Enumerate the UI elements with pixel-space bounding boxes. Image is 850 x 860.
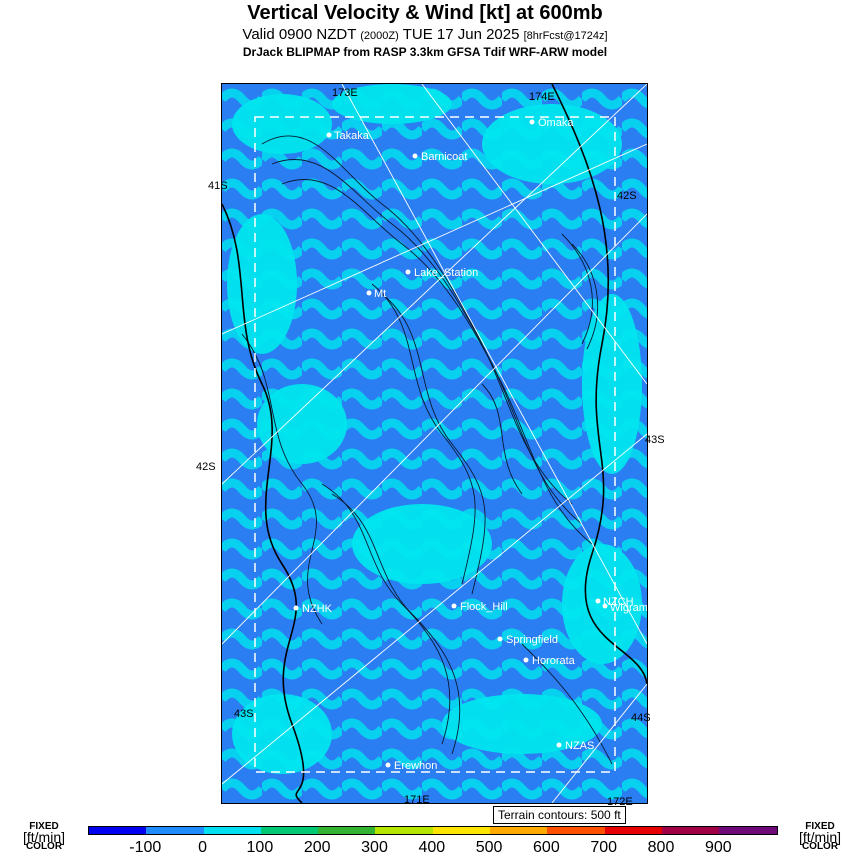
lon-label-174e: 174E <box>529 91 555 103</box>
terrain-contour-note: Terrain contours: 500 ft <box>493 806 626 824</box>
place-erewhon: Erewhon <box>394 760 437 772</box>
colorbar-swatch-2 <box>203 827 261 834</box>
valid-date: TUE 17 Jun 2025 <box>402 26 520 43</box>
colorbar-color-right: COLOR <box>801 841 839 852</box>
colorbar-unit-left: FIXED [ft/min] COLOR <box>12 822 76 852</box>
colorbar-tick-label: 100 <box>246 839 274 856</box>
lat-lon-grid <box>222 84 647 803</box>
map-canvas: Takaka Omaka Barnicoat Lake_Station Mt N… <box>222 84 647 803</box>
colorbar-tick-label: 200 <box>303 839 331 856</box>
place-mt: Mt <box>374 288 386 300</box>
colorbar-swatch-4 <box>318 827 376 834</box>
utc-time: (2000Z) <box>360 30 399 42</box>
place-takaka: Takaka <box>334 130 370 142</box>
colorbar-tick-label: -100 <box>129 839 162 856</box>
map-panel: Takaka Omaka Barnicoat Lake_Station Mt N… <box>221 83 648 804</box>
colorbar-tick-label: 400 <box>418 839 446 856</box>
colorbar-swatch-10 <box>661 827 720 834</box>
forecast-info: [8hrFcst@1724z] <box>523 30 608 42</box>
place-barnicoat: Barnicoat <box>421 151 467 163</box>
colorbar <box>88 826 778 835</box>
place-markers <box>293 119 608 768</box>
lat-label-43s-left: 43S <box>234 708 254 720</box>
colorbar-tick-label: 600 <box>533 839 560 856</box>
place-hororata: Hororata <box>532 655 576 667</box>
colorbar-swatch-9 <box>604 827 662 834</box>
valid-time: Valid 0900 NZDT <box>242 26 357 43</box>
colorbar-tick-label: 300 <box>361 839 388 856</box>
lat-label-41s-left: 41S <box>208 180 228 192</box>
colorbar-color-left: COLOR <box>25 841 63 852</box>
colorbar-tick-label: 0 <box>198 839 208 856</box>
colorbar-fixed-left: FIXED <box>29 821 59 832</box>
place-nzas: NZAS <box>565 740 594 752</box>
place-nzch: NZCH <box>603 596 634 608</box>
colorbar-units-right: [ft/min] <box>798 829 841 845</box>
east-coastline <box>551 84 647 685</box>
place-wigram: Wigram <box>610 602 647 614</box>
weak-updraft-areas <box>227 84 642 774</box>
place-lake-station: Lake_Station <box>414 267 478 279</box>
lat-label-42s-left: 42S <box>196 461 216 473</box>
place-flock-hill: Flock_Hill <box>460 601 508 613</box>
colorbar-tick-label: 500 <box>475 839 503 856</box>
terrain-contours <box>241 135 613 765</box>
colorbar-swatch-5 <box>375 827 433 834</box>
chart-subtitle: Valid 0900 NZDT (2000Z) TUE 17 Jun 2025 … <box>0 26 850 43</box>
lon-label-172e: 172E <box>607 796 633 808</box>
colorbar-swatch-11 <box>719 827 777 834</box>
lon-label-171e: 171E <box>404 794 430 803</box>
colorbar-swatch-8 <box>547 827 605 834</box>
lat-label-44s-right: 44S <box>631 712 651 724</box>
place-omaka: Omaka <box>538 117 574 129</box>
place-nzhk: NZHK <box>302 603 333 615</box>
colorbar-swatch-0 <box>89 827 147 834</box>
lat-label-42s-right: 42S <box>617 190 637 202</box>
colorbar-fixed-right: FIXED <box>805 821 835 832</box>
colorbar-swatch-7 <box>490 827 548 834</box>
lon-label-173e: 173E <box>332 87 358 99</box>
colorbar-swatch-6 <box>432 827 491 834</box>
inner-domain-border <box>254 116 616 773</box>
lat-label-43s-right: 43S <box>645 434 665 446</box>
colorbar-units-left: [ft/min] <box>22 829 65 845</box>
colorbar-tick-label: 900 <box>704 839 732 856</box>
chart-title: Vertical Velocity & Wind [kt] at 600mb <box>247 2 603 24</box>
place-springfield: Springfield <box>506 634 558 646</box>
colorbar-swatch-3 <box>260 827 319 834</box>
colorbar-tick-label: 700 <box>590 839 618 856</box>
colorbar-tick-label: 800 <box>647 839 675 856</box>
colorbar-swatch-1 <box>146 827 204 834</box>
colorbar-unit-right: FIXED [ft/min] COLOR <box>790 822 850 852</box>
model-description: DrJack BLIPMAP from RASP 3.3km GFSA Tdif… <box>242 45 608 59</box>
